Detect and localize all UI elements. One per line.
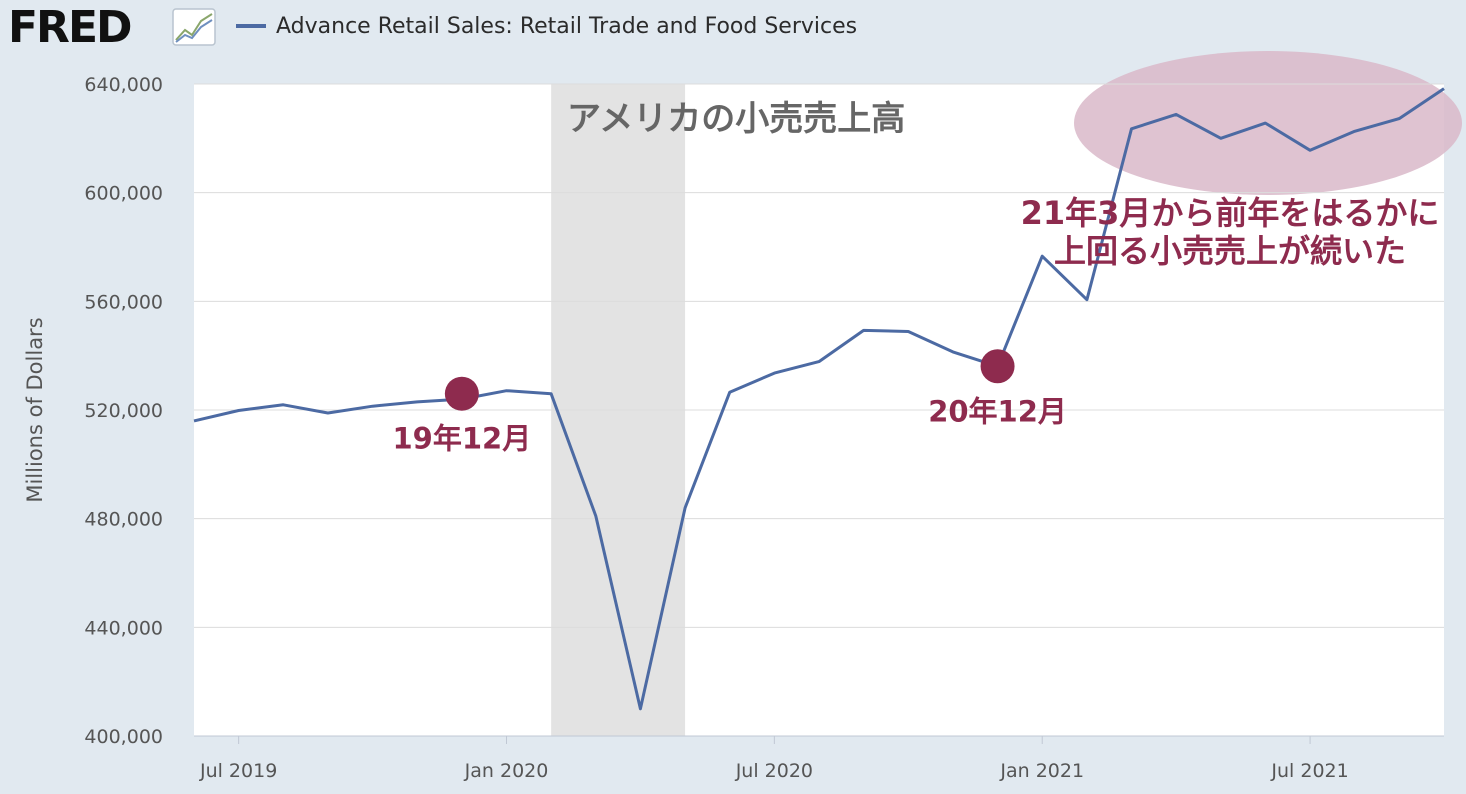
data-point	[1173, 111, 1179, 117]
data-point	[1129, 126, 1135, 132]
data-point	[1441, 86, 1447, 92]
x-tick-label: Jan 2021	[999, 760, 1084, 782]
legend-swatch	[236, 24, 266, 28]
data-point	[771, 370, 777, 376]
y-tick-label: 520,000	[84, 400, 163, 422]
data-point	[325, 410, 331, 416]
data-point	[1084, 297, 1090, 303]
x-tick-label: Jul 2021	[1270, 760, 1348, 782]
data-point	[905, 328, 911, 334]
chart-header: FRED Advance Retail Sales: Retail Trade …	[0, 0, 1466, 60]
y-tick-label: 480,000	[84, 509, 163, 531]
data-point	[1262, 120, 1268, 126]
markers: 19年12月 20年12月	[392, 349, 1067, 456]
data-point	[280, 402, 286, 408]
data-point	[504, 388, 510, 394]
y-axis: 400,000 440,000 480,000 520,000 560,000 600,0…	[84, 74, 163, 748]
data-point	[682, 505, 688, 511]
marker-label: 20年12月	[928, 394, 1067, 428]
highlight-annotation-line2: 上回る小売売上が続いた	[1054, 232, 1406, 270]
marker-label: 19年12月	[392, 422, 531, 456]
highlight-marker	[444, 376, 479, 411]
x-tick-label: Jul 2019	[199, 760, 277, 782]
x-tick-label: Jul 2020	[735, 760, 813, 782]
legend-series-label: Advance Retail Sales: Retail Trade and F…	[276, 13, 858, 39]
data-point	[191, 418, 197, 424]
highlight-annotation-line1: 21年3月から前年をはるかに	[1021, 194, 1440, 232]
data-point	[637, 706, 643, 712]
data-point	[1307, 147, 1313, 153]
x-tick-label: Jan 2020	[464, 760, 549, 782]
y-axis-title: Millions of Dollars	[23, 317, 47, 502]
y-tick-label: 400,000	[84, 726, 163, 748]
data-point	[861, 327, 867, 333]
y-tick-label: 640,000	[84, 74, 163, 96]
data-point	[1396, 116, 1402, 122]
data-point	[414, 399, 420, 405]
series-line[interactable]	[193, 87, 1445, 711]
data-point	[593, 513, 599, 519]
grid-lines	[194, 83, 1444, 737]
y-tick-label: 560,000	[84, 291, 163, 313]
trend-chart-icon	[172, 8, 216, 46]
data-point	[236, 408, 242, 414]
y-tick-label: 440,000	[84, 617, 163, 639]
data-point	[950, 349, 956, 355]
data-point	[548, 391, 554, 397]
x-axis: Jul 2019 Jan 2020 Jul 2020 Jan 2021 Jul 2021	[194, 735, 1444, 782]
fred-logo[interactable]: FRED	[8, 2, 133, 53]
legend[interactable]: Advance Retail Sales: Retail Trade and F…	[236, 10, 857, 42]
data-point	[1352, 128, 1358, 134]
data-point	[1218, 135, 1224, 141]
data-point	[370, 403, 376, 409]
data-point	[1039, 253, 1045, 259]
data-point	[816, 359, 822, 365]
chart-annotation-title: アメリカの小売売上高	[567, 99, 905, 139]
y-tick-label: 600,000	[84, 183, 163, 205]
data-point	[727, 389, 733, 395]
highlight-marker	[980, 349, 1015, 384]
